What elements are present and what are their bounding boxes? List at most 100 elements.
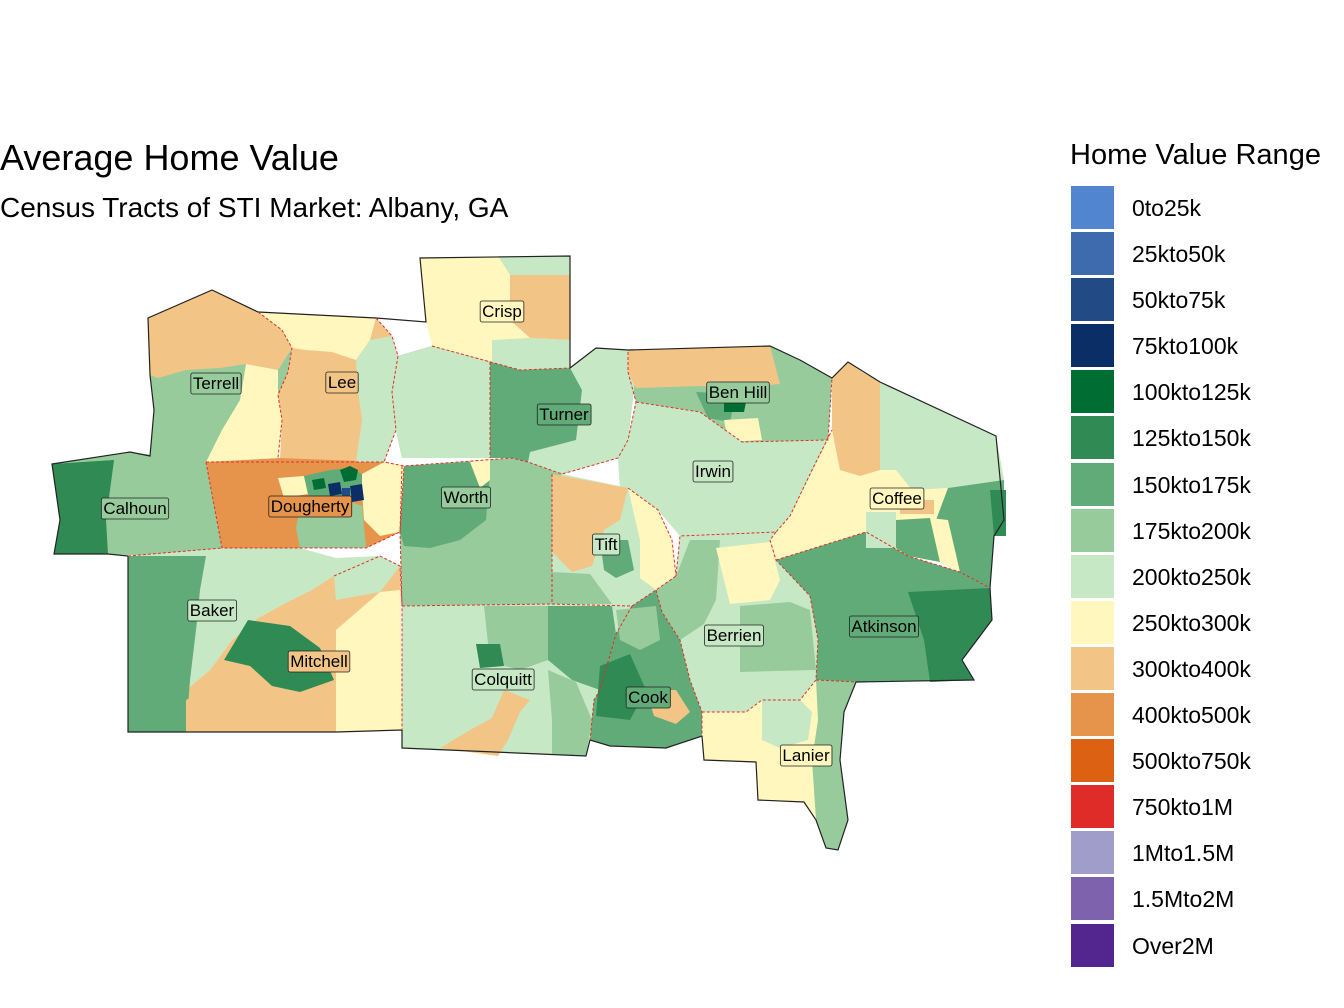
legend-swatch bbox=[1071, 324, 1114, 368]
county-label-text: Terrell bbox=[193, 374, 239, 393]
tract bbox=[740, 602, 816, 672]
county-label-atkinson: Atkinson bbox=[848, 615, 920, 638]
county-label-text: Turner bbox=[539, 405, 589, 424]
legend-item: 75kto100k bbox=[1070, 324, 1344, 370]
county-label-box bbox=[848, 615, 920, 638]
county-label-coffee: Coffee bbox=[869, 487, 925, 510]
tract bbox=[440, 690, 530, 756]
legend-label: 250kto300k bbox=[1132, 609, 1251, 636]
market-outline bbox=[51, 255, 1005, 851]
legend-item: 750kto1M bbox=[1070, 785, 1344, 831]
legend-label: 1Mto1.5M bbox=[1132, 840, 1235, 867]
county-border bbox=[333, 555, 403, 730]
legend-swatch bbox=[1071, 554, 1114, 598]
tract bbox=[628, 488, 676, 590]
tract bbox=[548, 670, 592, 756]
legend-swatch bbox=[1071, 278, 1114, 322]
legend-swatch bbox=[1071, 693, 1114, 737]
map-title: Average Home Value bbox=[0, 137, 339, 178]
county-label-baker: Baker bbox=[187, 599, 237, 622]
county-border bbox=[257, 311, 293, 459]
tract bbox=[880, 382, 1004, 490]
tract bbox=[616, 606, 660, 650]
county-border bbox=[635, 377, 833, 443]
map-subtitle: Census Tracts of STI Market: Albany, GA bbox=[0, 192, 509, 223]
county-label-text: Coffee bbox=[872, 489, 922, 508]
legend-label: 400kto500k bbox=[1132, 702, 1251, 729]
legend-swatch bbox=[1071, 923, 1114, 967]
tract bbox=[656, 540, 720, 640]
county-label-text: Irwin bbox=[695, 462, 731, 481]
tract bbox=[552, 474, 628, 572]
county-border bbox=[702, 531, 819, 713]
legend-swatch bbox=[1071, 370, 1114, 414]
legend-swatch bbox=[1071, 646, 1114, 690]
legend-label: 200kto250k bbox=[1132, 563, 1251, 590]
tract bbox=[492, 338, 570, 370]
county-labels: Terrell Lee Crisp Turner Ben Hill Calhoun Doug… bbox=[100, 300, 925, 767]
tract bbox=[470, 458, 490, 488]
tract bbox=[896, 518, 940, 562]
tract bbox=[258, 312, 376, 360]
legend-label: 500kto750k bbox=[1132, 748, 1251, 775]
county-label-text: Worth bbox=[443, 488, 488, 507]
county-label-box bbox=[479, 300, 525, 323]
legend-title: Home Value Range bbox=[1070, 139, 1321, 171]
legend-swatch bbox=[1071, 785, 1114, 829]
tract bbox=[908, 588, 992, 682]
legend-item: 500kto750k bbox=[1070, 739, 1344, 785]
county-label-box bbox=[190, 372, 242, 395]
legend-item: Over2M bbox=[1070, 923, 1344, 970]
legend-label: 175kto200k bbox=[1132, 517, 1251, 544]
legend-label: 150kto175k bbox=[1132, 471, 1251, 498]
county-label-text: Lee bbox=[328, 373, 356, 392]
county-label-box bbox=[100, 497, 170, 520]
legend-label: Over2M bbox=[1132, 932, 1214, 959]
county-border bbox=[775, 531, 991, 589]
legend-swatch bbox=[1071, 416, 1114, 460]
tract bbox=[340, 466, 358, 482]
tract bbox=[716, 542, 780, 604]
county-label-text: Baker bbox=[190, 601, 235, 620]
county-label-text: Atkinson bbox=[851, 617, 916, 636]
county-label-irwin: Irwin bbox=[692, 460, 734, 483]
legend-label: 50kto75k bbox=[1132, 287, 1226, 314]
county-label-box bbox=[471, 668, 535, 691]
legend-item: 50kto75k bbox=[1070, 278, 1344, 324]
county-border bbox=[127, 547, 223, 557]
county-label-terrell: Terrell bbox=[190, 372, 242, 395]
legend-item: 300kto400k bbox=[1070, 646, 1344, 693]
county-label-text: Colquitt bbox=[474, 670, 532, 689]
county-label-lanier: Lanier bbox=[779, 744, 833, 767]
county-border bbox=[815, 679, 857, 683]
county-label-turner: Turner bbox=[536, 403, 592, 426]
tract bbox=[350, 484, 364, 502]
county-label-box bbox=[536, 403, 592, 426]
legend-item: 1.5Mto2M bbox=[1070, 877, 1344, 923]
legend-item: 1Mto1.5M bbox=[1070, 831, 1344, 877]
county-label-berrien: Berrien bbox=[704, 624, 764, 647]
tract bbox=[336, 590, 402, 732]
county-border bbox=[655, 589, 703, 736]
tract bbox=[476, 644, 504, 668]
legend-label: 300kto400k bbox=[1132, 655, 1251, 682]
county-label-box bbox=[779, 744, 833, 767]
tract bbox=[186, 680, 336, 732]
tract bbox=[362, 462, 404, 536]
county-label-text: Dougherty bbox=[271, 497, 350, 516]
county-label-cook: Cook bbox=[625, 686, 671, 709]
county-label-text: Crisp bbox=[482, 302, 522, 321]
county-label-dougherty: Dougherty bbox=[268, 495, 353, 518]
tract bbox=[930, 518, 960, 572]
legend-items: 0to25k 25kto50k 50kto75k 75kto100k 100kto125… bbox=[1070, 186, 1344, 970]
county-label-box bbox=[704, 624, 764, 647]
tract bbox=[866, 512, 896, 548]
legend-label: 75kto100k bbox=[1132, 333, 1239, 360]
legend-item: 200kto250k bbox=[1070, 554, 1344, 601]
tract bbox=[548, 606, 616, 690]
tract bbox=[328, 482, 342, 496]
tract bbox=[300, 556, 400, 600]
tract bbox=[52, 460, 114, 554]
tract bbox=[148, 290, 292, 378]
